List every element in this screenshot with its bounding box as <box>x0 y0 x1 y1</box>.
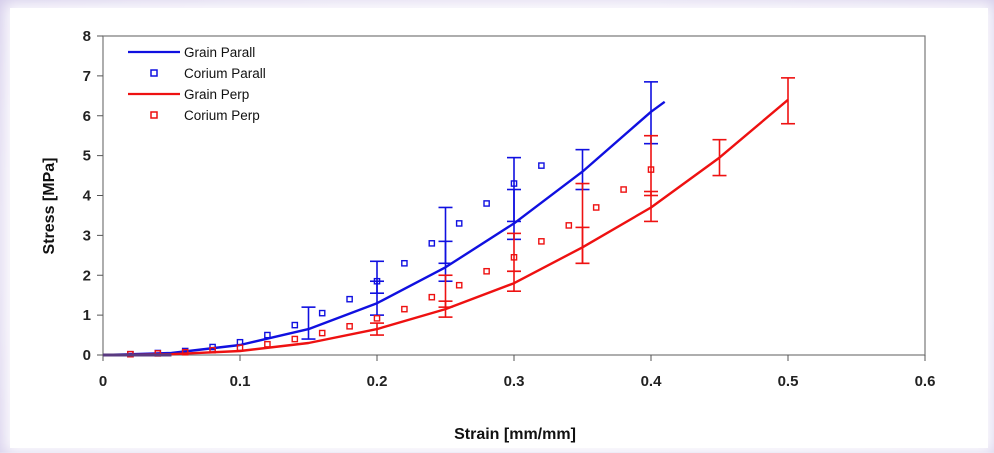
legend-marker-swatch <box>150 111 158 119</box>
series-corium-perp <box>127 134 658 358</box>
data-point <box>538 162 545 169</box>
data-point <box>483 267 490 275</box>
series-grain-perp <box>102 77 795 357</box>
data-point <box>346 295 353 303</box>
data-point <box>291 321 299 329</box>
y-tick-label: 8 <box>83 28 91 45</box>
data-point <box>510 180 518 187</box>
data-point <box>291 335 299 343</box>
series-layer <box>102 77 795 358</box>
legend: Grain Parall Corium Parall Grain Perp Coriu… <box>128 45 266 123</box>
legend-marker-swatch <box>150 69 158 77</box>
y-axis-label: Stress [MPa] <box>41 158 58 255</box>
stress-strain-chart: 0 0.1 0.2 0.3 0.4 0.5 0.6 0 1 2 3 4 5 6 7 8 Grain Paral… <box>41 28 936 443</box>
legend-item: Grain Parall <box>128 45 255 60</box>
data-point <box>647 166 655 173</box>
data-point <box>455 220 463 227</box>
series-corium-parall <box>127 156 545 358</box>
x-tick-label: 0.1 <box>230 373 251 390</box>
data-point <box>510 254 518 261</box>
series-line <box>102 100 666 357</box>
y-tick-label: 2 <box>83 267 91 284</box>
y-tick-label: 3 <box>83 227 91 244</box>
y-tick-label: 5 <box>83 148 91 165</box>
data-point <box>318 329 326 337</box>
legend-label: Corium Perp <box>184 108 260 123</box>
x-tick-label: 0.3 <box>504 373 525 390</box>
legend-label: Grain Perp <box>184 87 249 102</box>
data-point <box>620 186 627 193</box>
data-point <box>373 277 381 285</box>
data-point <box>592 204 600 211</box>
data-point <box>401 305 408 313</box>
y-tick-label: 7 <box>83 68 91 85</box>
y-tick-label: 4 <box>83 188 92 205</box>
data-point <box>346 322 353 330</box>
legend-item: Grain Perp <box>128 87 249 102</box>
x-tick-label: 0 <box>99 373 107 390</box>
data-point <box>209 346 216 354</box>
data-point <box>236 344 244 352</box>
legend-item: Corium Parall <box>150 66 266 81</box>
legend-label: Corium Parall <box>184 66 266 81</box>
x-tick-label: 0.4 <box>641 373 663 390</box>
y-tick-label: 0 <box>83 347 91 364</box>
y-tick-label: 6 <box>83 108 91 125</box>
data-point <box>483 200 490 207</box>
data-point <box>565 222 573 229</box>
data-point <box>428 240 436 247</box>
x-tick-label: 0.2 <box>367 373 388 390</box>
x-axis-label: Strain [mm/mm] <box>454 426 576 443</box>
legend-label: Grain Parall <box>184 45 255 60</box>
data-point <box>455 281 463 289</box>
chart-panel: 0 0.1 0.2 0.3 0.4 0.5 0.6 0 1 2 3 4 5 6 7 8 Grain Paral… <box>10 8 988 448</box>
axes: 0 0.1 0.2 0.3 0.4 0.5 0.6 0 1 2 3 4 5 6 7 8 <box>83 28 936 390</box>
data-point <box>318 309 326 317</box>
y-tick-label: 1 <box>83 307 91 324</box>
data-point <box>264 340 271 348</box>
x-tick-label: 0.6 <box>915 373 936 390</box>
data-point <box>538 238 545 245</box>
data-point <box>264 331 271 339</box>
data-point <box>373 315 381 322</box>
legend-item: Corium Perp <box>150 108 260 123</box>
x-tick-label: 0.5 <box>778 373 799 390</box>
data-point <box>181 348 189 356</box>
series-line <box>102 98 789 357</box>
data-point <box>401 259 408 267</box>
data-point <box>428 293 436 301</box>
